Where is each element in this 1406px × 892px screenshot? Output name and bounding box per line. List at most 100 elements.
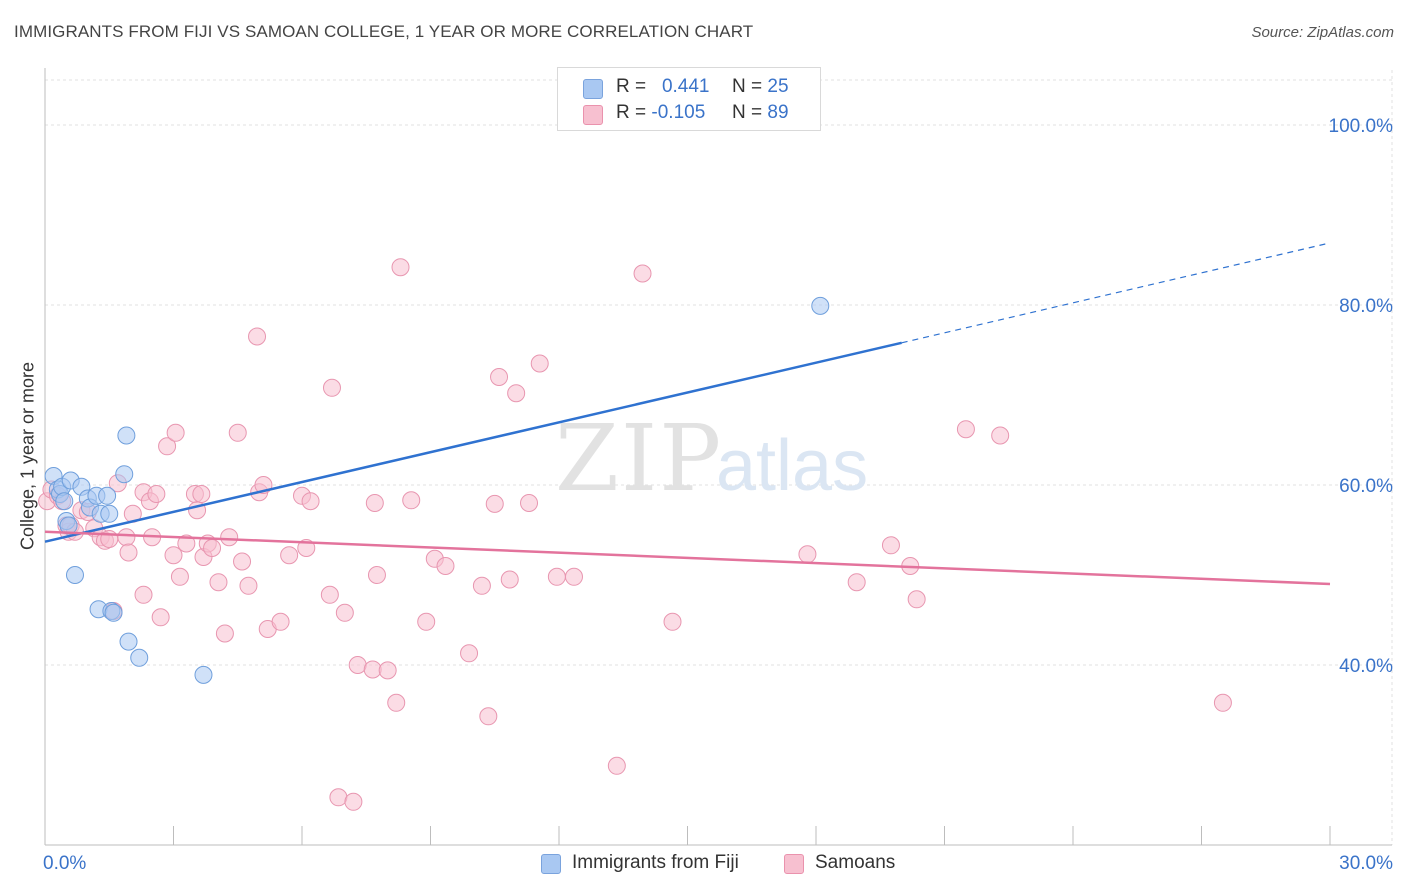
watermark-zip: ZIP (555, 405, 723, 512)
fiji-point (117, 426, 136, 445)
legend-swatch-fiji (583, 79, 603, 99)
samoans-point (881, 536, 900, 555)
samoans-point (956, 420, 975, 439)
bottom-legend-swatch-fiji (541, 854, 561, 874)
samoans-point (170, 567, 189, 586)
bottom-legend-swatch-samoans (784, 854, 804, 874)
fiji-trend-extension (901, 242, 1331, 344)
samoans-points (38, 258, 1232, 811)
samoans-point (507, 384, 526, 403)
samoans-point (215, 624, 234, 643)
samoans-point (147, 485, 166, 503)
samoans-point (329, 788, 348, 807)
samoans-point (564, 567, 583, 586)
samoans-point (460, 644, 479, 663)
samoans-point (233, 552, 252, 571)
samoans-point (117, 528, 136, 547)
samoans-point (547, 567, 566, 586)
legend-n-fiji: N = 25 (732, 76, 789, 98)
bottom-legend-label-fiji: Immigrants from Fiji (572, 852, 739, 873)
samoans-point (1213, 693, 1232, 712)
y-axis-label: College, 1 year or more (17, 361, 38, 551)
legend-n-label: N = (732, 102, 763, 123)
legend-r-samoans: R = -0.105 (616, 102, 705, 124)
samoans-point (798, 545, 817, 564)
legend-r-label: R = (616, 102, 647, 123)
fiji-point (98, 486, 117, 505)
samoans-point (633, 264, 652, 283)
trend-lines (44, 242, 1331, 586)
samoans-point (387, 693, 406, 712)
y-tick-label: 40.0% (1339, 656, 1393, 677)
fiji-point (194, 665, 213, 684)
samoans-point (363, 660, 382, 679)
legend-n-value: 89 (767, 102, 789, 123)
samoans-point (335, 603, 354, 622)
samoans-point (320, 585, 339, 604)
fiji-point (115, 465, 134, 484)
tick-labels: 40.0% 60.0% 80.0% 100.0% 0.0% 30.0% (43, 116, 1393, 874)
samoans-point (378, 661, 397, 680)
chart-title: IMMIGRANTS FROM FIJI VS SAMOAN COLLEGE, … (14, 22, 754, 41)
samoans-point (177, 534, 196, 553)
samoans-point (239, 576, 258, 595)
samoans-point (663, 612, 682, 631)
samoans-point (391, 258, 410, 277)
samoans-point (365, 494, 384, 512)
samoans-point (228, 423, 247, 442)
y-tick-label: 80.0% (1339, 296, 1393, 317)
fiji-point (119, 632, 138, 651)
samoans-point (220, 528, 239, 547)
legend-r-label: R = (616, 76, 647, 97)
fiji-point (130, 648, 149, 667)
samoans-point (479, 707, 498, 726)
fiji-point (104, 603, 123, 622)
samoans-point (322, 378, 341, 397)
fiji-trend-line (44, 341, 902, 543)
samoans-point (280, 546, 299, 565)
watermark-atlas: atlas (716, 426, 868, 506)
samoans-point (607, 756, 626, 775)
samoans-point (158, 437, 177, 456)
samoans-point (348, 656, 367, 674)
fiji-point (100, 504, 119, 523)
samoans-point (164, 546, 183, 565)
samoans-point (907, 590, 926, 609)
legend-r-value: 0.441 (661, 76, 710, 97)
samoans-point (530, 354, 549, 373)
samoans-point (847, 573, 866, 592)
fiji-points (44, 296, 830, 684)
samoans-point (151, 608, 170, 627)
legend-swatch-samoans (583, 105, 603, 125)
samoans-point (344, 792, 363, 811)
x-tick-label: 30.0% (1339, 853, 1393, 874)
samoans-point (991, 426, 1010, 445)
x-tick-label: 0.0% (43, 853, 86, 874)
samoans-point (402, 491, 421, 510)
watermark: ZIP atlas (555, 405, 868, 512)
samoans-point (134, 585, 153, 604)
samoans-point (436, 557, 455, 575)
correlation-legend: R = 0.441 N = 25 R = -0.105 N = 89 (557, 67, 821, 131)
legend-r-value: -0.105 (651, 102, 706, 123)
legend-n-value: 25 (767, 76, 789, 97)
fiji-point (65, 566, 84, 584)
y-tick-label: 60.0% (1339, 476, 1393, 497)
axes (44, 68, 1392, 846)
samoans-point (209, 573, 228, 592)
y-tick-label: 100.0% (1329, 116, 1394, 137)
fiji-point (811, 296, 830, 315)
source-label: Source: ZipAtlas.com (1251, 24, 1394, 41)
samoans-point (490, 368, 509, 386)
legend-r-fiji: R = 0.441 (616, 76, 710, 98)
samoans-point (301, 492, 320, 511)
samoans-point (192, 485, 211, 503)
bottom-legend-label-samoans: Samoans (815, 852, 896, 873)
samoans-point (248, 327, 267, 346)
samoans-point (271, 612, 290, 631)
samoans-point (367, 566, 386, 584)
bottom-legend-samoans: Samoans (784, 852, 924, 876)
samoans-point (485, 494, 504, 513)
legend-n-label: N = (732, 76, 763, 97)
